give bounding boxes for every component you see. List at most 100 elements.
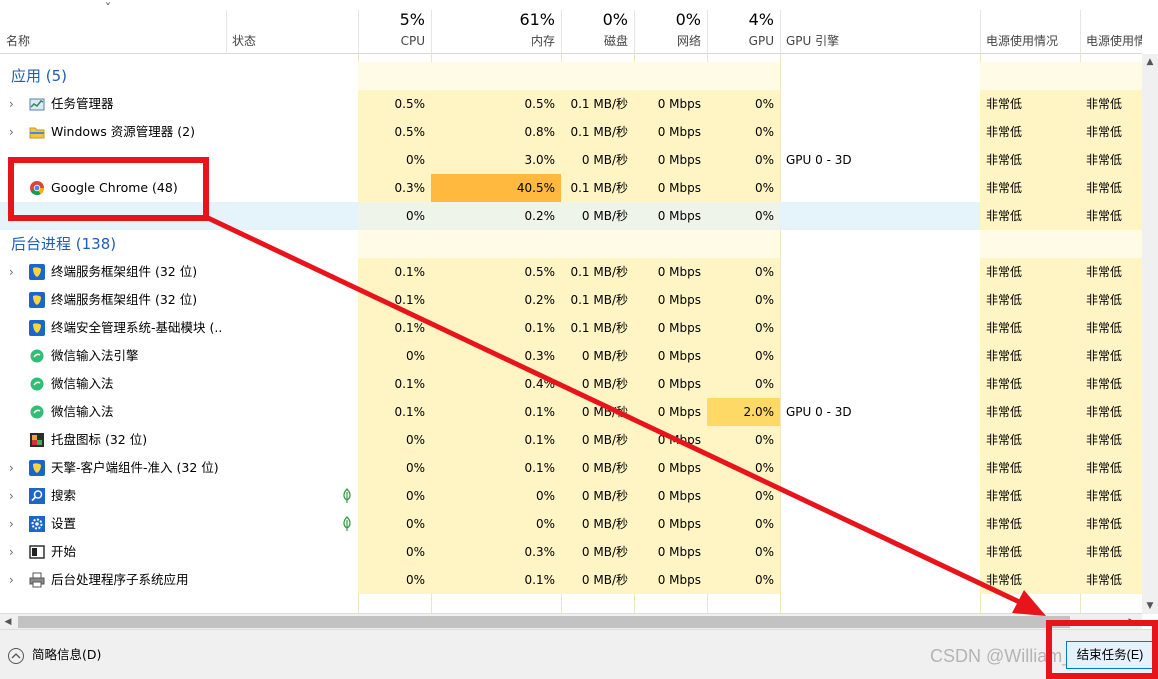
expand-chevron-icon[interactable]: › [9,517,14,531]
cell-power-trend: 非常低 [1080,258,1142,286]
process-name: 终端安全管理系统-基础模块 (... [51,320,223,335]
process-name: 设置 [51,516,77,531]
group-header-cell [980,62,1080,90]
group-header-cell [431,62,561,90]
process-name: 微信输入法 [51,404,114,419]
cell-net: 0 Mbps [634,454,707,482]
group-title[interactable]: 应用 (5) [11,67,68,85]
header-power_trend[interactable]: 电源使用情况 [1086,34,1142,48]
expand-chevron-icon[interactable]: › [9,265,14,279]
cell-power: 非常低 [980,314,1080,342]
group-title[interactable]: 后台进程 (138) [11,235,117,253]
group-header-cell [1080,230,1142,258]
header-mem[interactable]: 内存 [530,34,555,48]
cell-mem: 0.1% [431,566,561,594]
cell-cpu: 0% [358,538,431,566]
cell-disk: 0.1 MB/秒 [561,90,634,118]
cell-gpu-engine [780,118,980,146]
annotation-box-chrome [8,157,209,221]
expand-chevron-icon[interactable]: › [9,489,14,503]
header-separator[interactable] [707,10,708,54]
cell-gpu: 0% [707,370,780,398]
cell-net: 0 Mbps [634,510,707,538]
header-separator[interactable] [980,10,981,54]
header-status[interactable]: 状态 [232,34,257,48]
cell-disk: 0.1 MB/秒 [561,314,634,342]
cell-power: 非常低 [980,426,1080,454]
header-separator[interactable] [780,10,781,54]
cell-cpu: 0% [358,482,431,510]
expand-chevron-icon[interactable]: › [9,125,14,139]
scroll-down-icon[interactable]: ▼ [1146,601,1154,611]
end-task-button[interactable]: 结束任务(E) [1066,641,1154,669]
cell-power: 非常低 [980,174,1080,202]
header-gpu_engine[interactable]: GPU 引擎 [786,34,840,48]
shield-yellow-icon [29,460,45,476]
process-name: 终端服务框架组件 (32 位) [51,264,198,279]
cell-net: 0 Mbps [634,426,707,454]
expand-chevron-icon[interactable]: › [9,573,14,587]
process-name: 后台处理程序子系统应用 [51,572,189,587]
cell-power-trend: 非常低 [1080,510,1142,538]
shield-yellow-icon [29,320,45,336]
scroll-up-icon[interactable]: ▲ [1146,57,1154,67]
header-disk[interactable]: 磁盘 [603,34,628,48]
header-gpu[interactable]: GPU [748,34,774,48]
shield-yellow-icon [29,264,45,280]
vertical-scrollbar[interactable]: ▲ ▼ [1142,54,1158,614]
header-name[interactable]: 名称 [6,34,31,48]
cell-cpu: 0.1% [358,258,431,286]
sort-chevron-icon[interactable]: ˇ [104,2,112,18]
cell-power: 非常低 [980,510,1080,538]
expand-chevron-icon[interactable]: › [9,97,14,111]
cell-disk: 0 MB/秒 [561,538,634,566]
cell-cpu: 0% [358,566,431,594]
header-separator[interactable] [431,10,432,54]
cell-net: 0 Mbps [634,566,707,594]
group-header-cell [707,62,780,90]
cell-power-trend: 非常低 [1080,566,1142,594]
cell-mem: 0.3% [431,342,561,370]
shield-yellow-icon [29,292,45,308]
expand-chevron-icon[interactable]: › [9,461,14,475]
cell-gpu-engine: GPU 0 - 3D [786,153,852,167]
expand-chevron-icon[interactable]: › [9,545,14,559]
cell-power: 非常低 [980,538,1080,566]
header-net-percent: 0% [675,10,701,29]
cell-cpu: 0.5% [358,118,431,146]
header-separator[interactable] [226,10,227,54]
header-cpu[interactable]: CPU [400,34,425,48]
scroll-left-icon[interactable]: ◀ [4,617,12,627]
cell-disk: 0.1 MB/秒 [561,258,634,286]
cell-cpu: 0.1% [358,286,431,314]
horizontal-scrollbar[interactable]: ◀ ▶ [0,613,1142,629]
cell-power-trend: 非常低 [1080,90,1142,118]
header-separator[interactable] [634,10,635,54]
cell-cpu: 0.3% [358,174,431,202]
cell-mem: 0.4% [431,370,561,398]
cell-mem: 3.0% [431,146,561,174]
brief-info-label: 简略信息(D) [32,647,102,662]
brief-info-toggle[interactable]: 简略信息(D) [8,645,101,665]
cell-power-trend: 非常低 [1080,174,1142,202]
cell-power: 非常低 [980,286,1080,314]
cell-net: 0 Mbps [634,146,707,174]
horizontal-scroll-thumb[interactable] [18,616,1070,628]
header-separator[interactable] [1080,10,1081,54]
process-name: Windows 资源管理器 (2) [51,124,195,139]
cell-gpu: 0% [707,174,780,202]
wechat-ime-icon [29,376,45,392]
header-separator[interactable] [358,10,359,54]
cell-cpu: 0% [358,426,431,454]
cell-disk: 0 MB/秒 [561,454,634,482]
header-separator[interactable] [561,10,562,54]
header-disk-percent: 0% [602,10,628,29]
group-header-cell [431,230,561,258]
cell-net: 0 Mbps [634,90,707,118]
header-power[interactable]: 电源使用情况 [986,34,1059,48]
cell-power-trend: 非常低 [1080,146,1142,174]
header-net[interactable]: 网络 [676,34,701,48]
cell-gpu: 0% [707,454,780,482]
header-cpu-percent: 5% [399,10,425,29]
